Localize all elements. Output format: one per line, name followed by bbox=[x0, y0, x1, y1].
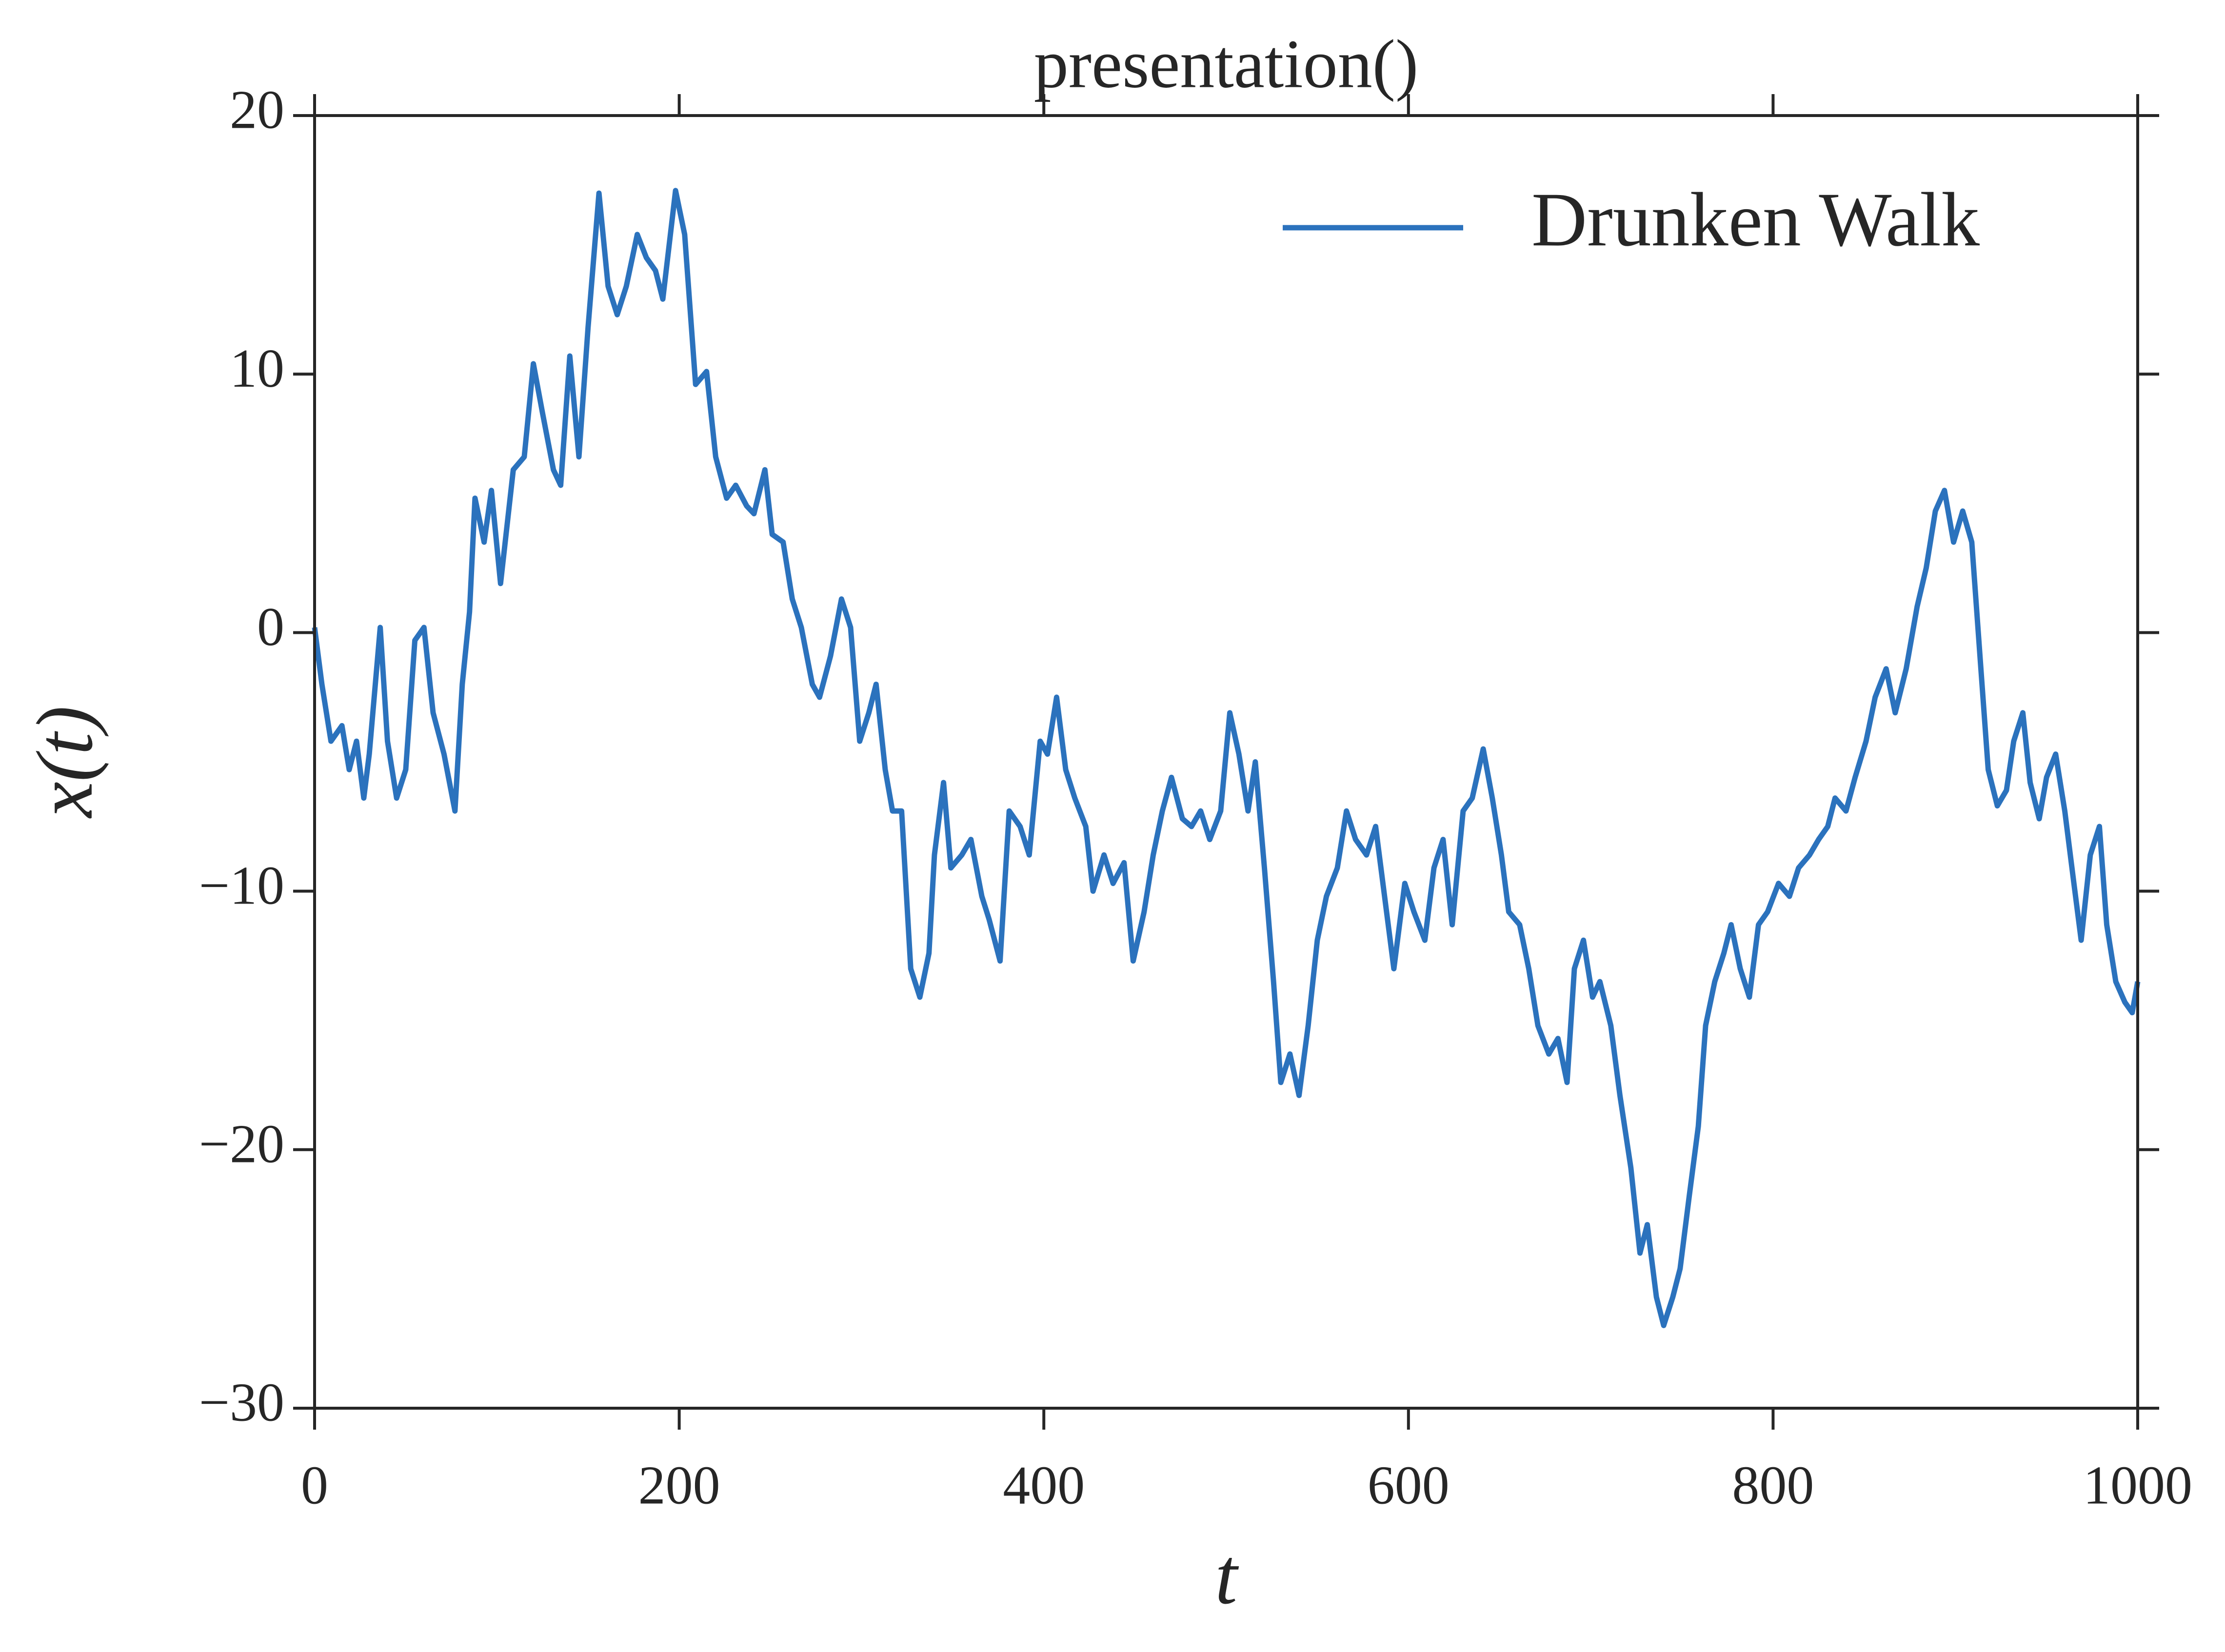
chart-title: presentation() bbox=[1034, 25, 1419, 102]
x-tick-label: 200 bbox=[638, 1455, 720, 1516]
x-tick-label: 600 bbox=[1368, 1455, 1450, 1516]
legend-label: Drunken Walk bbox=[1531, 177, 1980, 262]
y-tick-label: −20 bbox=[199, 1114, 284, 1175]
y-tick-label: 0 bbox=[257, 597, 284, 657]
x-axis-label: t bbox=[1215, 1532, 1239, 1621]
x-tick-label: 1000 bbox=[2083, 1455, 2192, 1516]
x-tick-label: 400 bbox=[1003, 1455, 1085, 1516]
y-axis-label: x(t) bbox=[20, 706, 109, 819]
x-tick-label: 800 bbox=[1732, 1455, 1814, 1516]
y-tick-label: −10 bbox=[199, 855, 284, 916]
x-tick-label: 0 bbox=[301, 1455, 328, 1516]
y-tick-label: 20 bbox=[230, 80, 284, 140]
plot-frame bbox=[313, 114, 2139, 1410]
y-tick-label: −30 bbox=[199, 1373, 284, 1433]
y-tick-label: 10 bbox=[230, 338, 284, 399]
data-line bbox=[312, 188, 2141, 1328]
